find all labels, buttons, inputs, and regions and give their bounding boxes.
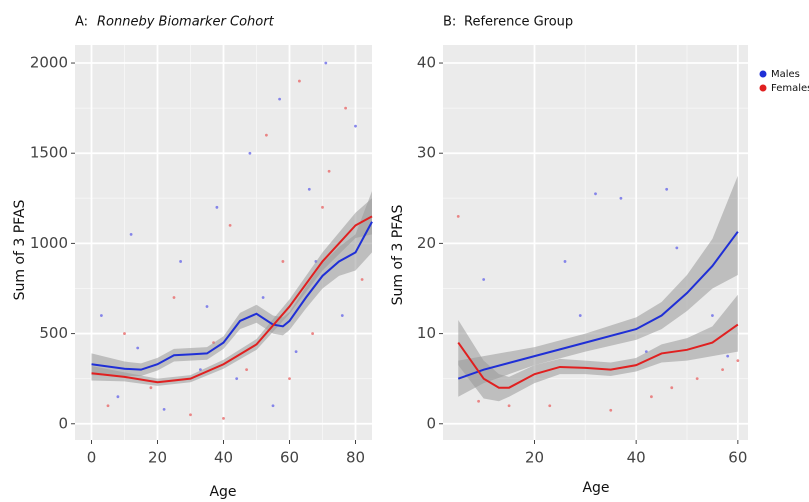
scatter-point — [344, 106, 347, 110]
scatter-point — [245, 368, 249, 372]
x-axis-title: Age — [209, 484, 236, 500]
scatter-point — [106, 404, 110, 408]
x-tick-label: 40 — [627, 449, 646, 467]
y-tick-label: 40 — [417, 54, 436, 72]
scatter-point — [235, 377, 239, 381]
scatter-point — [321, 205, 324, 209]
scatter-point — [278, 97, 281, 101]
scatter-point — [261, 296, 265, 299]
scatter-point — [149, 386, 153, 390]
scatter-point — [136, 346, 140, 350]
x-tick-label: 80 — [346, 449, 365, 467]
chart-title: Ronneby Biomarker Cohort — [97, 15, 275, 30]
y-tick-label: 10 — [417, 324, 436, 342]
scatter-point — [665, 187, 669, 191]
scatter-point — [578, 314, 582, 317]
scatter-point — [609, 408, 613, 412]
y-tick-label: 20 — [417, 234, 436, 252]
x-tick-label: 20 — [525, 449, 544, 467]
scatter-point — [307, 187, 311, 191]
scatter-point — [205, 305, 209, 308]
scatter-point — [736, 359, 740, 363]
scatter-point — [189, 413, 192, 417]
y-tick-label: 0 — [58, 414, 68, 432]
y-tick-label: 500 — [39, 324, 68, 342]
scatter-point — [456, 214, 460, 218]
scatter-point — [477, 399, 480, 403]
scatter-point — [228, 223, 232, 227]
trend-line — [457, 323, 739, 389]
legend-label: Males — [771, 69, 800, 80]
scatter-point — [507, 404, 511, 408]
scatter-point — [123, 332, 126, 335]
legend-marker — [759, 70, 767, 78]
legend-marker — [759, 84, 767, 92]
scatter-point — [288, 377, 291, 381]
scatter-point — [116, 395, 120, 399]
scatter-point — [294, 350, 298, 354]
scatter-point — [298, 79, 301, 83]
scatter-point — [340, 314, 344, 317]
scatter-point — [324, 61, 328, 65]
trend-line — [91, 215, 373, 384]
scatter-point — [100, 314, 103, 317]
scatter-point — [281, 260, 285, 263]
x-tick-label: 20 — [148, 449, 167, 467]
scatter-point — [248, 151, 252, 155]
scatter-point — [129, 232, 133, 236]
panel-label: A: — [75, 15, 88, 30]
x-tick-label: 40 — [214, 449, 233, 467]
x-tick-label: 60 — [280, 449, 299, 467]
scatter-point — [675, 246, 679, 250]
y-tick-label: 1000 — [30, 234, 68, 252]
scatter-point — [726, 354, 730, 358]
scatter-point — [711, 314, 714, 317]
scatter-point — [619, 196, 623, 200]
scatter-point — [695, 377, 699, 381]
x-tick-label: 0 — [87, 449, 97, 467]
confidence-band — [458, 294, 738, 402]
scatter-point — [670, 386, 674, 390]
scatter-point — [172, 296, 176, 299]
scatter-point — [594, 192, 597, 196]
scatter-point — [721, 368, 724, 372]
y-tick-label: 1500 — [30, 144, 68, 162]
scatter-point — [482, 278, 486, 281]
scatter-point — [271, 404, 275, 408]
panel-label: B: — [443, 15, 456, 30]
scatter-point — [179, 260, 183, 263]
scatter-point — [162, 407, 166, 411]
trend-line — [91, 221, 373, 371]
scatter-point — [360, 278, 364, 281]
y-tick-label: 2000 — [30, 54, 68, 72]
scatter-point — [548, 404, 552, 408]
y-tick-label: 30 — [417, 144, 436, 162]
y-axis-title: Sum of 3 PFAS — [12, 199, 28, 300]
legend-label: Females — [771, 83, 809, 94]
scatter-point — [354, 124, 357, 128]
scatter-point — [563, 260, 567, 263]
scatter-point — [222, 416, 225, 420]
x-axis-title: Age — [582, 480, 609, 496]
y-tick-label: 0 — [426, 414, 436, 432]
scatter-point — [327, 169, 331, 173]
scatter-point — [265, 133, 268, 137]
y-axis-title: Sum of 3 PFAS — [390, 204, 406, 305]
scatter-point — [650, 395, 653, 399]
scatter-point — [311, 332, 314, 335]
trend-line — [457, 231, 739, 380]
chart-title: Reference Group — [464, 15, 573, 30]
x-tick-label: 60 — [728, 449, 747, 467]
scatter-point — [215, 205, 219, 209]
